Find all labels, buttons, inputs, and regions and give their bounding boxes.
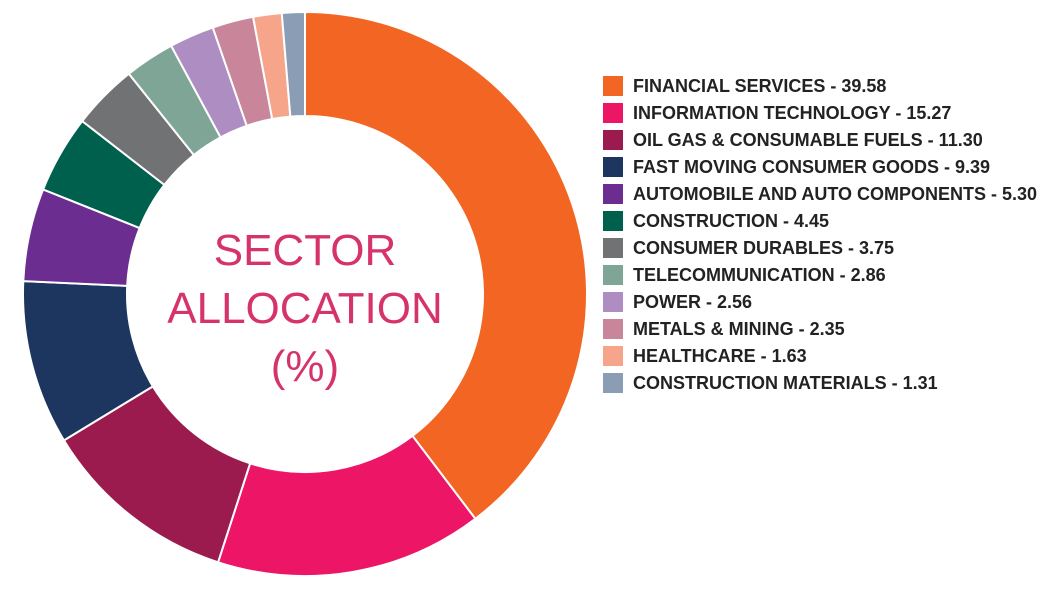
legend-label: OIL GAS & CONSUMABLE FUELS - 11.30 [633,130,983,150]
legend-item: METALS & MINING - 2.35 [603,316,1043,343]
legend-item: FINANCIAL SERVICES - 39.58 [603,73,1043,100]
legend-swatch [603,373,623,393]
legend-swatch [603,292,623,312]
legend-item: HEALTHCARE - 1.63 [603,343,1043,370]
legend-label: AUTOMOBILE AND AUTO COMPONENTS - 5.30 [633,184,1038,204]
legend-item: OIL GAS & CONSUMABLE FUELS - 11.30 [603,127,1043,154]
slice [304,10,588,521]
legend-item: POWER - 2.56 [603,289,1043,316]
chart-title: SECTOR ALLOCATION (%) [167,226,443,391]
legend-item: CONSUMER DURABLES - 3.75 [603,235,1043,262]
legend-label: CONSTRUCTION - 4.45 [633,211,830,231]
legend-swatch [603,130,623,150]
donut [22,10,588,577]
legend-swatch [603,211,623,231]
legend-swatch [603,238,623,258]
legend: FINANCIAL SERVICES - 39.58 INFORMATION TE… [603,73,1043,397]
legend-label: FAST MOVING CONSUMER GOODS - 9.39 [633,157,991,177]
legend-swatch [603,319,623,339]
legend-label: CONSTRUCTION MATERIALS - 1.31 [633,373,938,393]
legend-item: INFORMATION TECHNOLOGY - 15.27 [603,100,1043,127]
legend-label: CONSUMER DURABLES - 3.75 [633,238,895,258]
legend-swatch [603,157,623,177]
legend-label: POWER - 2.56 [633,292,753,312]
legend-label: INFORMATION TECHNOLOGY - 15.27 [633,103,952,123]
legend-swatch [603,76,623,96]
legend-item: FAST MOVING CONSUMER GOODS - 9.39 [603,154,1043,181]
legend-swatch [603,184,623,204]
legend-label: HEALTHCARE - 1.63 [633,346,807,366]
legend-item: AUTOMOBILE AND AUTO COMPONENTS - 5.30 [603,181,1043,208]
legend-label: FINANCIAL SERVICES - 39.58 [633,76,887,96]
legend-label: METALS & MINING - 2.35 [633,319,845,339]
slice [280,10,306,118]
legend-label: TELECOMMUNICATION - 2.86 [633,265,886,285]
legend-item: TELECOMMUNICATION - 2.86 [603,262,1043,289]
legend-swatch [603,346,623,366]
legend-item: CONSTRUCTION MATERIALS - 1.31 [603,370,1043,397]
legend-swatch [603,103,623,123]
legend-item: CONSTRUCTION - 4.45 [603,208,1043,235]
legend-swatch [603,265,623,285]
